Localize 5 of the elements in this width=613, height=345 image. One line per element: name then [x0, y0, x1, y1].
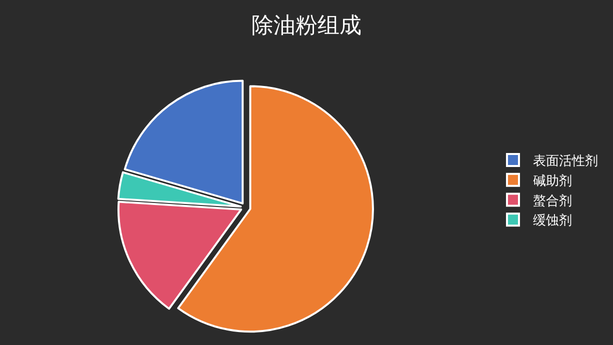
legend-label: 缓蚀剂	[532, 212, 572, 229]
legend-label: 螯合剂	[532, 192, 572, 209]
legend-label: 碱助剂	[532, 172, 572, 189]
chart-title: 除油粉组成	[252, 14, 362, 39]
legend-label: 表面活性剂	[532, 153, 598, 170]
